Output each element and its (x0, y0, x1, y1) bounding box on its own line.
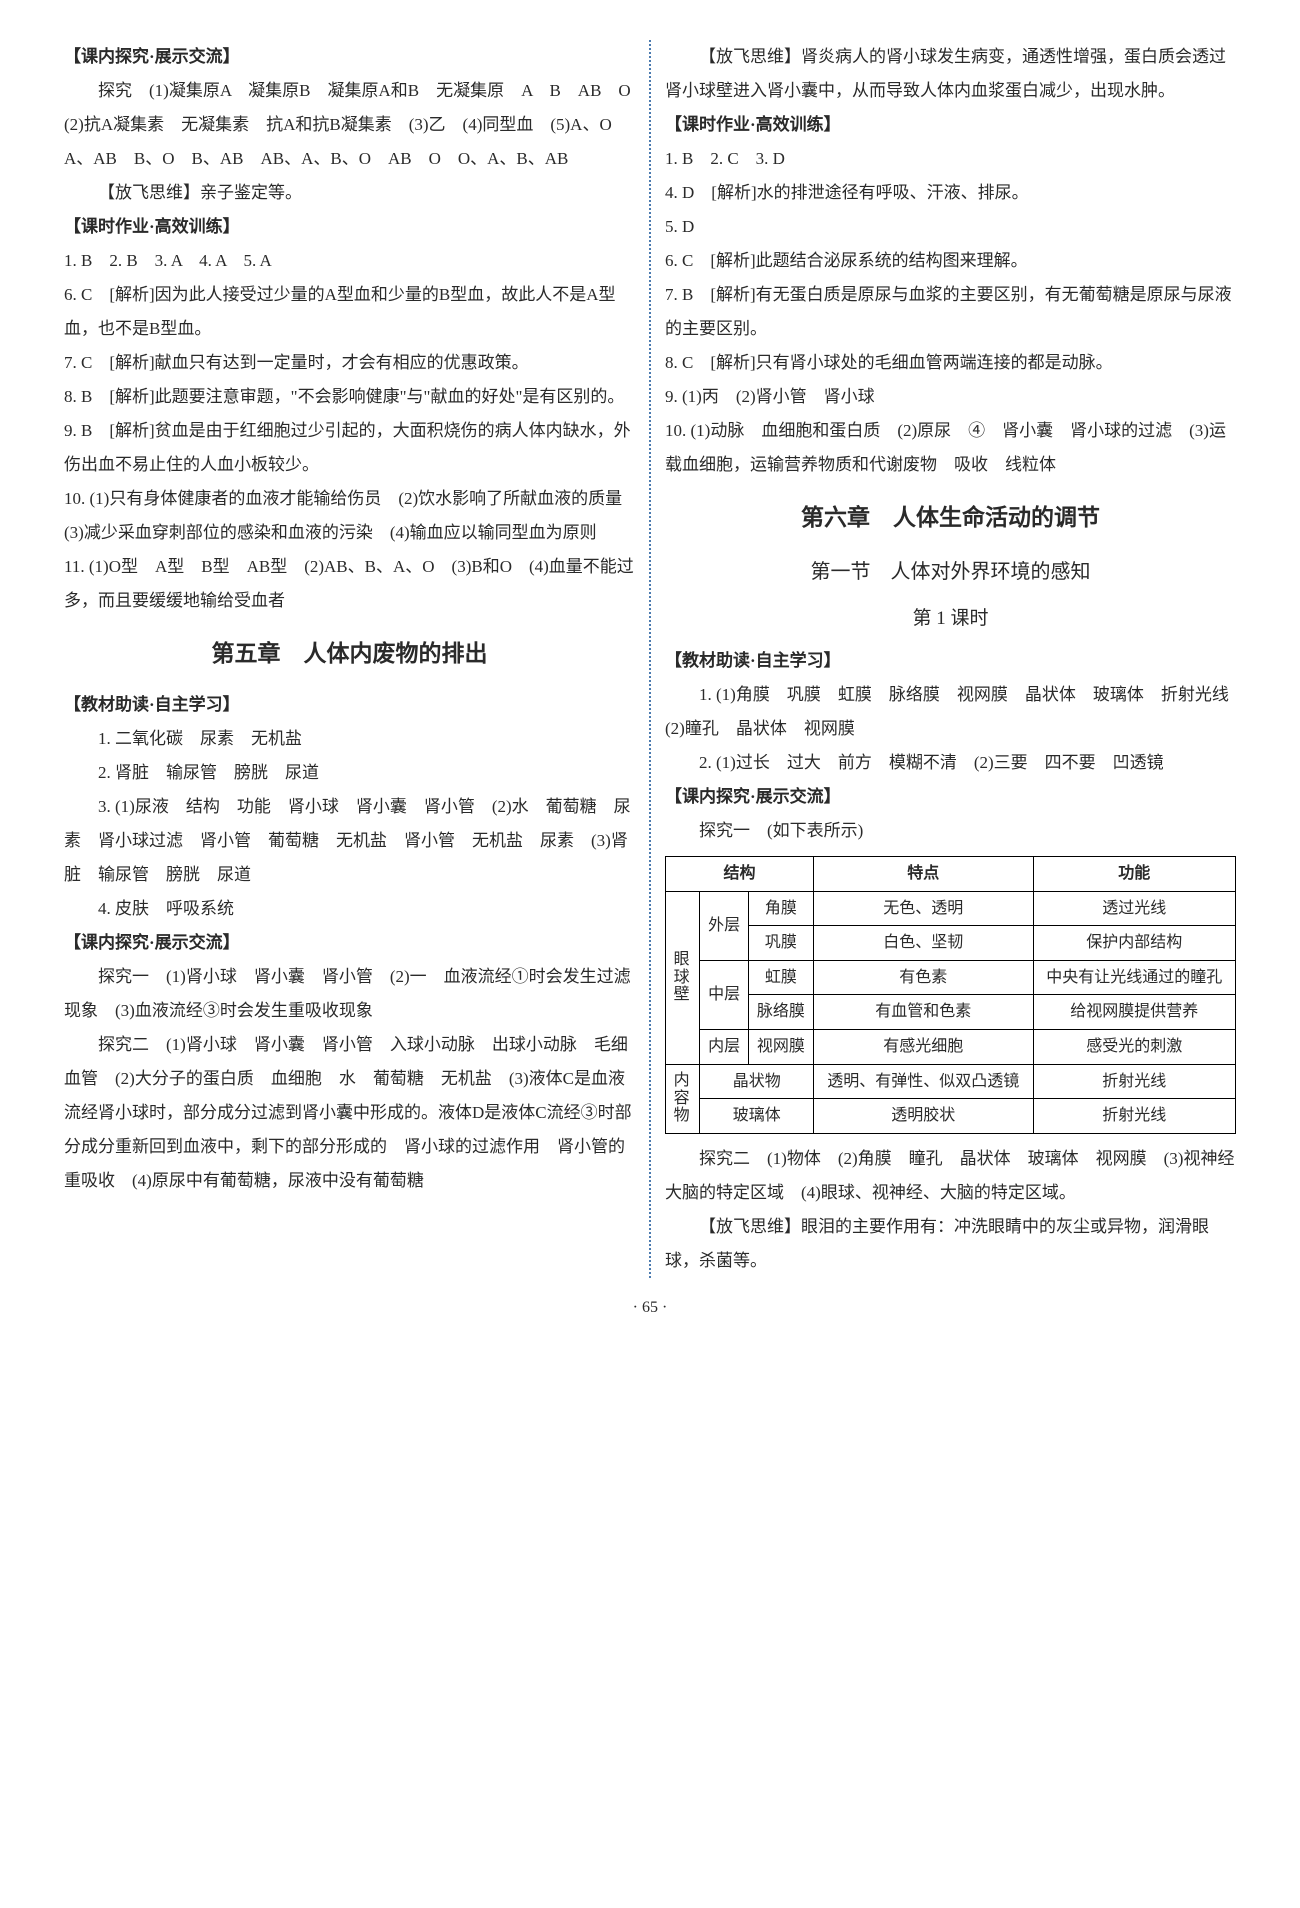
answer-line: 9. B [解析]贫血是由于红细胞过少引起的，大面积烧伤的病人体内缺水，外伤出血… (64, 414, 635, 482)
answer-line: 10. (1)动脉 血细胞和蛋白质 (2)原尿 ④ 肾小囊 肾小球的过滤 (3)… (665, 414, 1236, 482)
table-cell: 有血管和色素 (814, 995, 1034, 1030)
table-cell: 内层 (700, 1029, 748, 1064)
table-cell: 保护内部结构 (1033, 926, 1235, 961)
table-cell: 感受光的刺激 (1033, 1029, 1235, 1064)
table-cell: 给视网膜提供营养 (1033, 995, 1235, 1030)
page-container: 【课内探究·展示交流】 探究 (1)凝集原A 凝集原B 凝集原A和B 无凝集原 … (50, 40, 1250, 1278)
chapter-title: 第六章 人体生命活动的调节 (665, 494, 1236, 540)
paragraph: 【放飞思维】眼泪的主要作用有：冲洗眼睛中的灰尘或异物，润滑眼球，杀菌等。 (665, 1210, 1236, 1278)
table-header: 结构 (666, 857, 814, 892)
table-cell: 有感光细胞 (814, 1029, 1034, 1064)
table-cell: 无色、透明 (814, 891, 1034, 926)
paragraph: 探究二 (1)物体 (2)角膜 瞳孔 晶状体 玻璃体 视网膜 (3)视神经 大脑… (665, 1142, 1236, 1210)
table-cell: 中央有让光线通过的瞳孔 (1033, 960, 1235, 995)
answer-line: 1. B 2. C 3. D (665, 142, 1236, 176)
table-cell: 角膜 (748, 891, 813, 926)
answer-line: 6. C [解析]此题结合泌尿系统的结构图来理解。 (665, 244, 1236, 278)
lesson-title: 第 1 课时 (665, 600, 1236, 638)
table-row: 内容物 晶状物 透明、有弹性、似双凸透镜 折射光线 (666, 1064, 1236, 1099)
section-heading: 【课内探究·展示交流】 (665, 780, 1236, 814)
table-cell: 脉络膜 (748, 995, 813, 1030)
paragraph: 探究 (1)凝集原A 凝集原B 凝集原A和B 无凝集原 A B AB O (2)… (64, 74, 635, 176)
table-cell: 有色素 (814, 960, 1034, 995)
right-column: 【放飞思维】肾炎病人的肾小球发生病变，通透性增强，蛋白质会透过肾小球壁进入肾小囊… (651, 40, 1250, 1278)
paragraph: 1. (1)角膜 巩膜 虹膜 脉络膜 视网膜 晶状体 玻璃体 折射光线 (2)瞳… (665, 678, 1236, 746)
answer-line: 7. C [解析]献血只有达到一定量时，才会有相应的优惠政策。 (64, 346, 635, 380)
paragraph: 2. (1)过长 过大 前方 模糊不清 (2)三要 四不要 凹透镜 (665, 746, 1236, 780)
table-row: 眼球壁 外层 角膜 无色、透明 透过光线 (666, 891, 1236, 926)
table-row: 内层 视网膜 有感光细胞 感受光的刺激 (666, 1029, 1236, 1064)
section-heading: 【教材助读·自主学习】 (665, 644, 1236, 678)
table-cell: 透过光线 (1033, 891, 1235, 926)
table-cell: 虹膜 (748, 960, 813, 995)
table-row: 脉络膜 有血管和色素 给视网膜提供营养 (666, 995, 1236, 1030)
paragraph: 4. 皮肤 呼吸系统 (64, 892, 635, 926)
paragraph: 2. 肾脏 输尿管 膀胱 尿道 (64, 756, 635, 790)
section-heading: 【课内探究·展示交流】 (64, 40, 635, 74)
answer-line: 9. (1)丙 (2)肾小管 肾小球 (665, 380, 1236, 414)
table-cell: 眼球壁 (672, 951, 691, 1004)
table-cell: 折射光线 (1033, 1064, 1235, 1099)
table-row: 中层 虹膜 有色素 中央有让光线通过的瞳孔 (666, 960, 1236, 995)
paragraph: 探究一 (如下表所示) (665, 814, 1236, 848)
page-number: · 65 · (50, 1292, 1250, 1324)
paragraph: 【放飞思维】肾炎病人的肾小球发生病变，通透性增强，蛋白质会透过肾小球壁进入肾小囊… (665, 40, 1236, 108)
table-row: 巩膜 白色、坚韧 保护内部结构 (666, 926, 1236, 961)
table-cell: 外层 (700, 891, 748, 960)
table-header: 特点 (814, 857, 1034, 892)
table-cell: 巩膜 (748, 926, 813, 961)
paragraph: 探究一 (1)肾小球 肾小囊 肾小管 (2)一 血液流经①时会发生过滤现象 (3… (64, 960, 635, 1028)
section-heading: 【课内探究·展示交流】 (64, 926, 635, 960)
answer-line: 5. D (665, 210, 1236, 244)
answer-line: 8. C [解析]只有肾小球处的毛细血管两端连接的都是动脉。 (665, 346, 1236, 380)
chapter-title: 第五章 人体内废物的排出 (64, 630, 635, 676)
table-cell: 中层 (700, 960, 748, 1029)
answer-line: 11. (1)O型 A型 B型 AB型 (2)AB、B、A、O (3)B和O (… (64, 550, 635, 618)
table-cell: 白色、坚韧 (814, 926, 1034, 961)
left-column: 【课内探究·展示交流】 探究 (1)凝集原A 凝集原B 凝集原A和B 无凝集原 … (50, 40, 649, 1278)
table-cell: 晶状物 (700, 1064, 814, 1099)
answer-line: 4. D [解析]水的排泄途径有呼吸、汗液、排尿。 (665, 176, 1236, 210)
answer-line: 6. C [解析]因为此人接受过少量的A型血和少量的B型血，故此人不是A型血，也… (64, 278, 635, 346)
table-cell: 透明胶状 (814, 1099, 1034, 1134)
table-cell: 视网膜 (748, 1029, 813, 1064)
table-cell: 内容物 (672, 1072, 691, 1125)
paragraph: 【放飞思维】亲子鉴定等。 (64, 176, 635, 210)
section-heading: 【课时作业·高效训练】 (665, 108, 1236, 142)
table-header: 功能 (1033, 857, 1235, 892)
section-heading: 【教材助读·自主学习】 (64, 688, 635, 722)
answer-line: 1. B 2. B 3. A 4. A 5. A (64, 244, 635, 278)
section-heading: 【课时作业·高效训练】 (64, 210, 635, 244)
paragraph: 探究二 (1)肾小球 肾小囊 肾小管 入球小动脉 出球小动脉 毛细血管 (2)大… (64, 1028, 635, 1198)
paragraph: 3. (1)尿液 结构 功能 肾小球 肾小囊 肾小管 (2)水 葡萄糖 尿素 肾… (64, 790, 635, 892)
answer-line: 7. B [解析]有无蛋白质是原尿与血浆的主要区别，有无葡萄糖是原尿与尿液的主要… (665, 278, 1236, 346)
table-row: 玻璃体 透明胶状 折射光线 (666, 1099, 1236, 1134)
section-title: 第一节 人体对外界环境的感知 (665, 552, 1236, 592)
table-cell: 折射光线 (1033, 1099, 1235, 1134)
paragraph: 1. 二氧化碳 尿素 无机盐 (64, 722, 635, 756)
eye-structure-table: 结构 特点 功能 眼球壁 外层 角膜 无色、透明 透过光线 巩膜 白色、坚韧 保… (665, 856, 1236, 1134)
table-cell: 透明、有弹性、似双凸透镜 (814, 1064, 1034, 1099)
table-row: 结构 特点 功能 (666, 857, 1236, 892)
answer-line: 10. (1)只有身体健康者的血液才能输给伤员 (2)饮水影响了所献血液的质量 … (64, 482, 635, 550)
answer-line: 8. B [解析]此题要注意审题，"不会影响健康"与"献血的好处"是有区别的。 (64, 380, 635, 414)
table-cell: 玻璃体 (700, 1099, 814, 1134)
